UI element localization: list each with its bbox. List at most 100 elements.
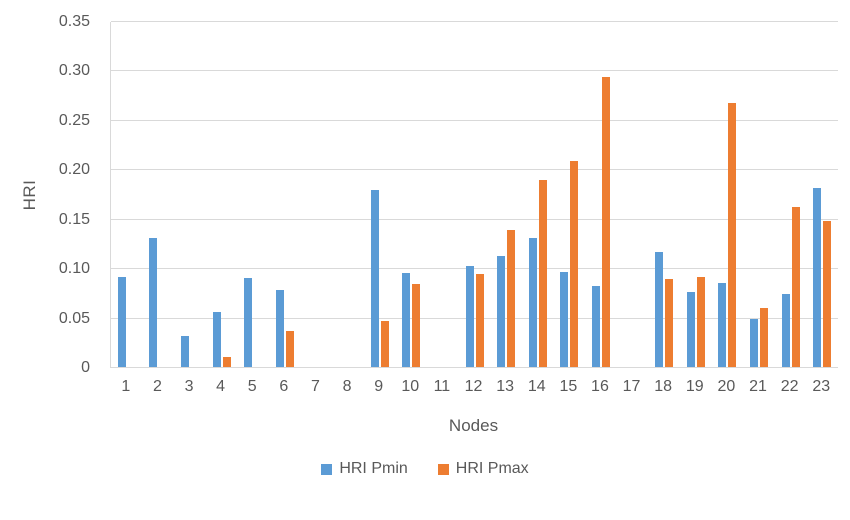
bar-hri-pmin-node-16 [591, 285, 600, 368]
bar-group-node-15 [554, 22, 586, 368]
bar-hri-pmax-node-16 [601, 77, 610, 368]
bar-hri-pmin-node-5 [244, 278, 253, 368]
bar-hri-pmin-node-10 [402, 273, 411, 368]
legend: HRI Pmin HRI Pmax [0, 460, 850, 478]
bar-group-node-16 [585, 22, 617, 368]
x-tick-label-10: 10 [401, 378, 420, 395]
gridline [111, 268, 838, 270]
gridline [111, 70, 838, 72]
x-tick-label-7: 7 [311, 378, 320, 395]
x-tick-label-23: 23 [812, 378, 831, 395]
x-axis-line [111, 367, 838, 368]
legend-label: HRI Pmin [339, 460, 408, 477]
bar-hri-pmin-node-19 [686, 291, 695, 368]
bar-hri-pmin-node-2 [149, 237, 158, 368]
bar-hri-pmax-node-15 [570, 161, 579, 368]
x-tick-label-11: 11 [433, 378, 451, 395]
bar-hri-pmin-node-21 [749, 318, 758, 368]
x-tick-label-17: 17 [622, 378, 641, 395]
bar-hri-pmin-node-18 [655, 252, 664, 368]
x-tick-label-21: 21 [749, 378, 767, 395]
x-tick-label-6: 6 [279, 378, 289, 395]
bar-group-node-13 [490, 22, 522, 368]
bar-hri-pmax-node-12 [475, 274, 484, 368]
bar-group-node-22 [775, 22, 807, 368]
bar-group-node-12 [459, 22, 491, 368]
bar-hri-pmax-node-13 [507, 229, 516, 368]
plot-area [110, 21, 838, 368]
legend-swatch-icon [437, 463, 449, 475]
bar-group-node-7 [301, 22, 333, 368]
bar-hri-pmax-node-10 [412, 283, 421, 368]
bar-group-node-3 [174, 22, 206, 368]
bar-groups [111, 22, 838, 368]
gridline [111, 21, 838, 22]
legend-label: HRI Pmax [455, 460, 529, 477]
bar-hri-pmax-node-14 [538, 180, 547, 368]
x-tick-label-1: 1 [121, 378, 131, 395]
x-tick-label-5: 5 [247, 378, 257, 395]
bar-hri-pmax-node-9 [380, 320, 389, 368]
bar-hri-pmin-node-4 [212, 311, 221, 368]
bar-group-node-8 [332, 22, 364, 368]
bar-group-node-11 [427, 22, 459, 368]
bar-hri-pmin-node-20 [718, 282, 727, 368]
bar-hri-pmax-node-19 [696, 277, 705, 368]
bar-hri-pmin-node-14 [528, 237, 537, 368]
bar-group-node-10 [395, 22, 427, 368]
y-tick-label: 0 [81, 359, 90, 376]
y-tick-label: 0.10 [58, 260, 90, 278]
bar-hri-pmin-node-15 [560, 272, 569, 368]
bar-hri-pmin-node-1 [117, 277, 126, 368]
bar-hri-pmax-node-6 [285, 331, 294, 368]
gridline [111, 169, 838, 171]
bar-hri-pmin-node-9 [370, 190, 379, 368]
bar-group-node-21 [743, 22, 775, 368]
x-tick-label-13: 13 [496, 378, 515, 395]
x-tick-label-19: 19 [685, 378, 704, 395]
bar-group-node-19 [680, 22, 712, 368]
bar-hri-pmin-node-3 [181, 336, 190, 368]
bar-hri-pmin-node-22 [781, 293, 790, 368]
bar-group-node-18 [648, 22, 680, 368]
bar-group-node-2 [143, 22, 175, 368]
y-tick-label: 0.20 [58, 161, 90, 179]
y-tick-label: 0.25 [58, 111, 90, 129]
x-tick-label-15: 15 [559, 378, 578, 395]
x-tick-label-4: 4 [216, 378, 226, 395]
x-axis-tick-labels: 1 2 3 4 5 6 7 8 9 10 11 12 13 14 15 16 17 18 19 20 21 22 23 [110, 378, 837, 396]
bar-hri-pmax-node-20 [728, 103, 737, 368]
bar-hri-pmax-node-21 [759, 307, 768, 368]
x-tick-label-20: 20 [717, 378, 736, 395]
bar-group-node-4 [206, 22, 238, 368]
y-tick-label: 0.05 [58, 309, 90, 327]
gridline [111, 218, 838, 220]
bar-group-node-5 [237, 22, 269, 368]
legend-item-hri-pmin: HRI Pmin [321, 460, 408, 478]
x-tick-label-8: 8 [342, 378, 352, 395]
x-tick-label-2: 2 [152, 378, 162, 395]
bar-group-node-14 [522, 22, 554, 368]
y-tick-label: 0.30 [58, 62, 90, 80]
bar-group-node-17 [617, 22, 649, 368]
bar-hri-pmin-node-12 [465, 266, 474, 368]
bar-hri-pmin-node-23 [813, 188, 822, 368]
x-tick-label-3: 3 [184, 378, 194, 395]
bar-hri-pmax-node-4 [222, 357, 231, 368]
x-tick-label-18: 18 [654, 378, 673, 395]
gridline [111, 119, 838, 121]
x-axis-title: Nodes [448, 416, 499, 435]
bar-hri-pmax-node-23 [823, 220, 832, 368]
bar-group-node-20 [712, 22, 744, 368]
legend-swatch-icon [321, 463, 333, 475]
bar-hri-pmin-node-13 [497, 256, 506, 368]
bar-hri-pmin-node-6 [275, 289, 284, 368]
y-tick-label: 0.15 [58, 210, 90, 228]
y-axis-tick-labels: 0 0.05 0.10 0.15 0.20 0.25 0.30 0.35 [0, 14, 100, 376]
bar-hri-pmax-node-18 [665, 279, 674, 368]
legend-item-hri-pmax: HRI Pmax [437, 460, 529, 478]
x-tick-label-9: 9 [374, 378, 384, 395]
x-tick-label-14: 14 [527, 378, 546, 395]
y-tick-label: 0.35 [58, 13, 90, 30]
